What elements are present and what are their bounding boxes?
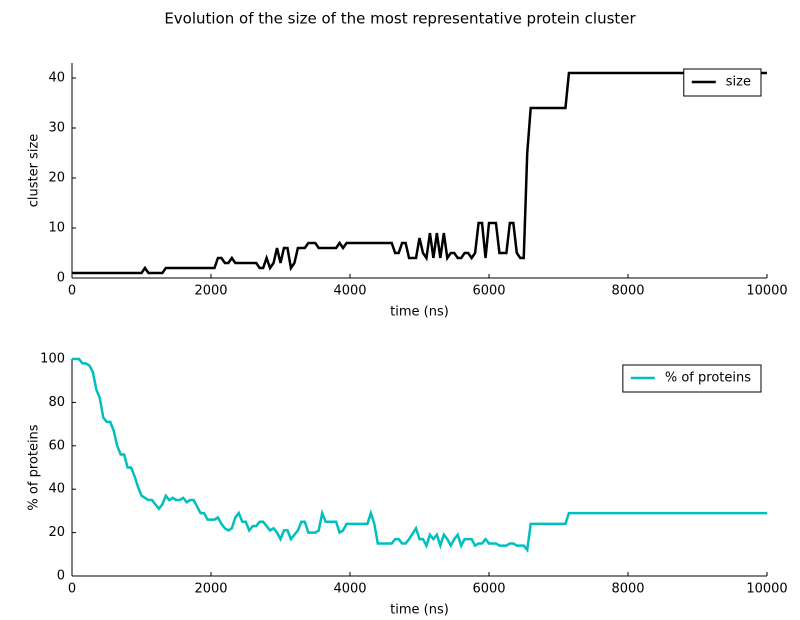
legend-label: size: [726, 75, 751, 90]
data-line: [72, 71, 767, 275]
figure-title: Evolution of the size of the most repres…: [164, 10, 636, 28]
x-axis-label: time (ns): [390, 603, 449, 618]
y-axis-label: cluster size: [27, 134, 42, 208]
y-tick-label: 40: [48, 482, 65, 497]
y-tick-label: 60: [48, 438, 65, 453]
y-tick-label: 0: [57, 569, 65, 584]
y-tick-label: 0: [57, 271, 65, 286]
y-tick-label: 80: [48, 395, 65, 410]
x-tick-label: 0: [68, 284, 76, 299]
x-tick-label: 0: [68, 582, 76, 597]
y-tick-label: 10: [48, 221, 65, 236]
y-tick-label: 20: [48, 171, 65, 186]
y-tick-label: 100: [40, 352, 65, 367]
x-tick-label: 6000: [472, 284, 505, 299]
y-tick-label: 30: [48, 121, 65, 136]
x-tick-label: 6000: [472, 582, 505, 597]
legend: % of proteins: [622, 364, 762, 393]
y-axis-label: % of proteins: [27, 424, 42, 510]
x-tick-label: 8000: [611, 582, 644, 597]
y-tick-label: 40: [48, 71, 65, 86]
x-tick-label: 2000: [194, 284, 227, 299]
x-tick-label: 2000: [194, 582, 227, 597]
x-tick-label: 4000: [333, 284, 366, 299]
x-axis-label: time (ns): [390, 305, 449, 320]
x-tick-label: 8000: [611, 284, 644, 299]
legend-label: % of proteins: [665, 371, 751, 386]
data-line: [72, 357, 767, 554]
y-tick-label: 20: [48, 525, 65, 540]
x-tick-label: 4000: [333, 582, 366, 597]
x-tick-label: 10000: [746, 284, 787, 299]
legend: size: [683, 68, 762, 97]
x-tick-label: 10000: [746, 582, 787, 597]
